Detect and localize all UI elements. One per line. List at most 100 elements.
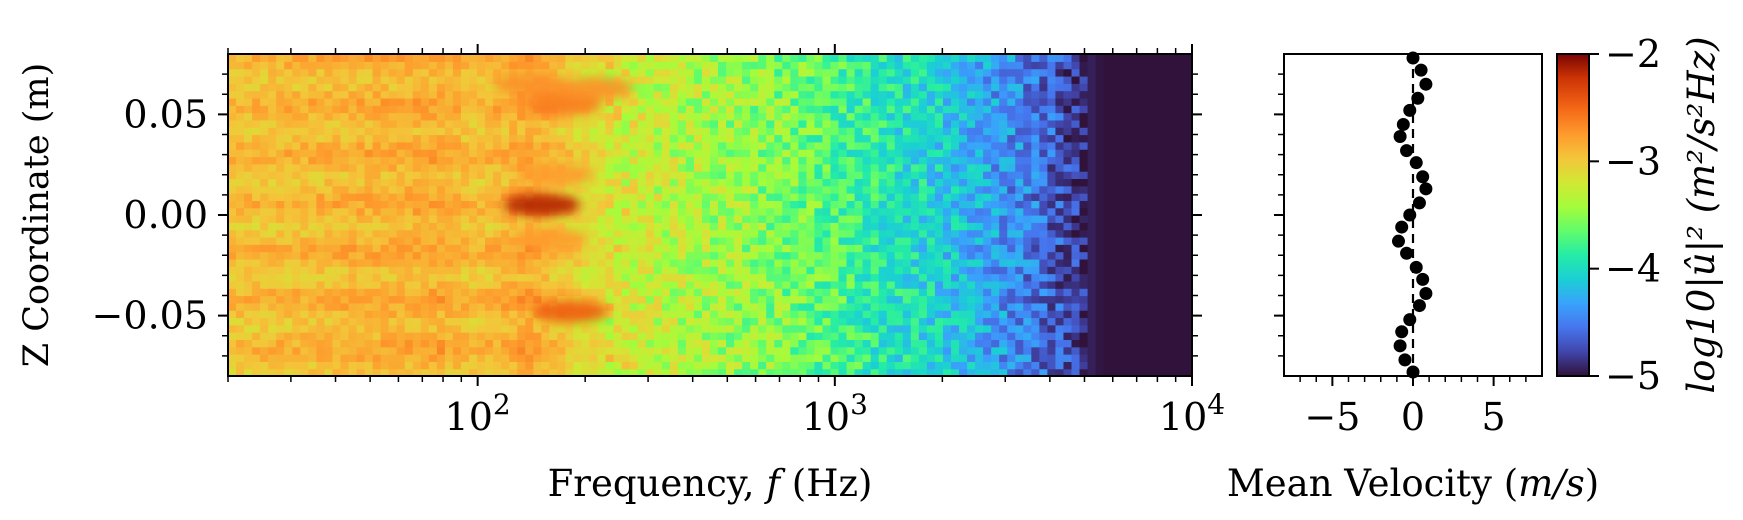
heatmap-cell <box>1007 215 1016 223</box>
heatmap-cell <box>645 105 655 114</box>
heatmap-cell <box>228 229 237 238</box>
heatmap-cell <box>308 251 317 260</box>
heatmap-cell <box>1087 229 1097 238</box>
heatmap-cell <box>782 54 791 62</box>
heatmap-cell <box>894 332 904 341</box>
heatmap-cell <box>1111 324 1121 333</box>
heatmap-cell <box>1103 127 1113 136</box>
heatmap-cell <box>878 229 888 238</box>
heatmap-cell <box>718 354 727 362</box>
heatmap-cell <box>284 295 293 304</box>
heatmap-cell <box>951 310 960 319</box>
heatmap-cell <box>308 302 317 311</box>
heatmap-cell <box>493 119 502 128</box>
heatmap-cell <box>517 317 526 326</box>
heatmap-cell <box>734 54 743 62</box>
heatmap-cell <box>605 302 615 311</box>
heatmap-cell <box>252 112 261 121</box>
heatmap-cell <box>308 112 317 121</box>
heatmap-cell <box>1055 207 1065 216</box>
heatmap-cell <box>380 244 390 253</box>
heatmap-cell <box>428 324 438 333</box>
heatmap-cell <box>726 134 735 143</box>
heatmap-cell <box>991 273 1000 282</box>
heatmap-cell <box>1007 339 1016 348</box>
heatmap-cell <box>629 134 639 143</box>
heatmap-cell <box>967 302 976 311</box>
heatmap-cell <box>613 317 623 326</box>
heatmap-cell <box>509 134 518 143</box>
heatmap-cell <box>477 193 486 201</box>
heatmap-cell <box>726 368 735 376</box>
heatmap-cell <box>332 266 342 275</box>
heatmap-cell <box>774 127 783 136</box>
heatmap-cell <box>565 361 575 370</box>
heatmap-cell <box>436 171 446 180</box>
heatmap-cell <box>983 236 992 245</box>
heatmap-cell <box>444 193 454 201</box>
heatmap-cell <box>533 68 542 77</box>
heatmap-cell <box>332 207 342 216</box>
heatmap-cell <box>420 178 430 187</box>
heatmap-cell <box>685 215 695 223</box>
heatmap-cell <box>260 361 269 370</box>
heatmap-cell <box>661 134 671 143</box>
heatmap-cell <box>926 61 936 70</box>
heatmap-cell <box>525 354 534 362</box>
heatmap-cell <box>356 346 366 355</box>
heatmap-cell <box>1023 54 1032 62</box>
heatmap-cell <box>798 193 807 201</box>
heatmap-cell <box>236 229 245 238</box>
heatmap-cell <box>1055 368 1065 376</box>
heatmap-cell <box>412 361 422 370</box>
heatmap-cell <box>525 368 534 376</box>
heatmap-cell <box>581 127 591 136</box>
heatmap-cell <box>967 332 976 341</box>
heatmap-cell <box>975 302 984 311</box>
heatmap-cell <box>726 149 735 158</box>
heatmap-cell <box>838 112 848 121</box>
heatmap-cell <box>541 361 550 370</box>
heatmap-cell <box>1095 90 1105 99</box>
heatmap-cell <box>485 258 494 267</box>
heatmap-cell <box>653 222 663 231</box>
heatmap-cell <box>380 332 390 341</box>
heatmap-cell <box>541 185 550 194</box>
heatmap-cell <box>613 280 623 289</box>
heatmap-cell <box>806 156 816 165</box>
heatmap-cell <box>477 324 486 333</box>
heatmap-cell <box>1087 273 1097 282</box>
heatmap-cell <box>236 54 245 62</box>
heatmap-cell <box>806 68 816 77</box>
heatmap-cell <box>1063 361 1073 370</box>
heatmap-cell <box>1095 200 1105 209</box>
heatmap-cell <box>452 75 462 84</box>
heatmap-cell <box>380 119 390 128</box>
heatmap-cell <box>316 134 325 143</box>
heatmap-cell <box>292 61 301 70</box>
heatmap-cell <box>412 215 422 223</box>
heatmap-cell <box>975 193 984 201</box>
heatmap-cell <box>276 156 285 165</box>
heatmap-cell <box>493 171 502 180</box>
heatmap-cell <box>436 295 446 304</box>
heatmap-cell <box>1119 112 1129 121</box>
heatmap-cell <box>613 295 623 304</box>
heatmap-cell <box>701 215 711 223</box>
heatmap-cell <box>951 105 960 114</box>
heatmap-cell <box>533 112 542 121</box>
heatmap-cell <box>388 207 398 216</box>
heatmap-cell <box>621 354 631 362</box>
heatmap-cell <box>501 266 510 275</box>
heatmap-cell <box>300 171 309 180</box>
heatmap-cell <box>830 134 840 143</box>
heatmap-cell <box>637 83 647 92</box>
heatmap-cell <box>1015 354 1024 362</box>
heatmap-cell <box>999 75 1008 84</box>
heatmap-cell <box>244 229 253 238</box>
heatmap-cell <box>750 54 759 62</box>
heatmap-cell <box>605 68 615 77</box>
heatmap-cell <box>661 295 671 304</box>
heatmap-cell <box>710 97 719 106</box>
heatmap-cell <box>645 112 655 121</box>
